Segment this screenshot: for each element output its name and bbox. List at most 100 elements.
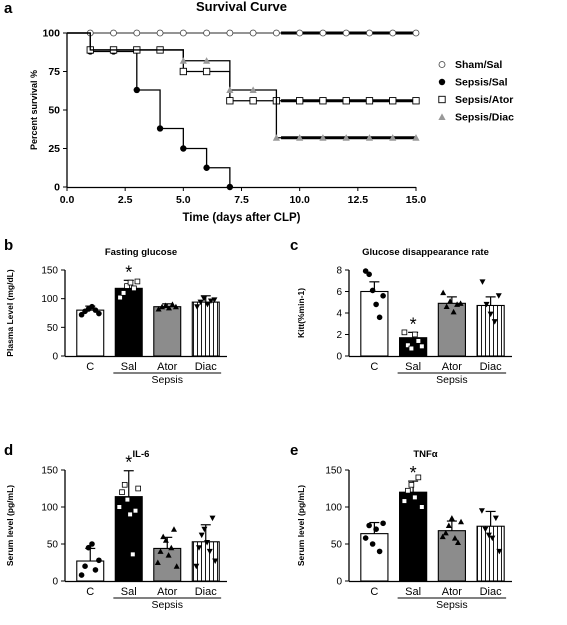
survival-point	[365, 97, 374, 105]
legend-marker	[438, 61, 446, 68]
survival-point	[203, 164, 210, 171]
survival-title: Survival Curve	[196, 0, 287, 14]
data-point	[419, 343, 425, 350]
bar-category-label: Sal	[405, 361, 421, 373]
survival-chart: a Survival Curve 0.0 2.5 5.0 7.5 10.0 12.5 15.0 0…	[4, 0, 514, 224]
data-point	[451, 535, 458, 541]
data-point	[169, 301, 176, 307]
data-point	[366, 522, 372, 529]
panel-letter-a: a	[4, 0, 13, 17]
data-point	[127, 511, 133, 518]
data-point	[96, 310, 102, 317]
survival-point	[412, 97, 420, 105]
bar-y-tick-label: 0	[52, 352, 58, 363]
data-point	[408, 481, 415, 488]
survival-series-sepsis-diac	[67, 32, 420, 141]
data-point	[160, 533, 167, 540]
survival-x-tick-label: 12.5	[348, 194, 369, 206]
data-point	[415, 474, 422, 481]
data-point	[445, 522, 452, 528]
legend-label: Sepsis/Ator	[455, 94, 513, 106]
data-point	[440, 289, 447, 296]
legend-marker	[438, 95, 446, 104]
data-point	[491, 319, 498, 325]
data-point	[201, 526, 208, 533]
legend-label: Sepsis/Diac	[455, 112, 514, 124]
bar-category-label: Sal	[121, 586, 137, 598]
survival-point	[296, 134, 304, 141]
bar	[76, 309, 105, 357]
survival-point	[296, 29, 304, 37]
bar-category-label: Sal	[405, 586, 421, 598]
data-point	[92, 567, 99, 573]
data-point	[132, 507, 139, 514]
bar-chart-e: e TNFα 0 50 100 150 Serum level (pg/mL) C * Sal At…	[290, 442, 512, 611]
bar-chart-title: Fasting glucose	[105, 247, 177, 258]
data-point	[495, 293, 502, 299]
data-point	[447, 298, 454, 304]
bar-y-tick-label: 6	[336, 287, 342, 298]
group-label: Sepsis	[436, 374, 468, 386]
data-point	[401, 329, 408, 336]
survival-x-tick-label: 7.5	[234, 194, 249, 206]
data-point	[207, 298, 214, 304]
survival-x-tick-label: 5.0	[176, 194, 191, 206]
survival-series-sepsis-ator	[67, 32, 420, 105]
survival-point	[133, 86, 140, 94]
bar-chart-title: Glucose disappearance rate	[362, 247, 489, 258]
legend-label: Sepsis/Sal	[455, 77, 508, 89]
data-point	[172, 303, 179, 310]
bar-category-label: Diac	[195, 586, 218, 598]
survival-point	[366, 29, 373, 37]
bar-category-label: C	[86, 586, 94, 598]
bar-category-label: Ator	[442, 586, 463, 598]
bar-y-tick-label: 150	[325, 466, 342, 477]
survival-point	[226, 97, 234, 105]
panel-letter-b: b	[4, 237, 13, 254]
data-point	[443, 303, 450, 310]
bar-y-label: Serum level (pg/mL)	[296, 485, 306, 566]
survival-point	[226, 183, 234, 191]
data-point	[369, 541, 376, 547]
bar-chart-title: IL-6	[133, 449, 150, 460]
bar-y-label: Kitt(%min-1)	[296, 288, 306, 338]
bar-y-tick-label: 100	[325, 503, 342, 514]
data-point	[154, 559, 161, 565]
significance-star: *	[125, 262, 132, 282]
survival-point	[203, 29, 211, 37]
survival-point	[179, 29, 187, 37]
survival-point	[319, 134, 327, 141]
data-point	[96, 557, 102, 564]
survival-point	[342, 134, 350, 141]
data-point	[78, 311, 85, 318]
survival-point	[202, 67, 211, 76]
bar-category-label: C	[86, 361, 94, 373]
survival-y-tick-label: 75	[48, 66, 60, 78]
survival-point	[110, 29, 117, 37]
survival-point	[226, 86, 234, 93]
bar-y-tick-label: 0	[336, 577, 342, 588]
bar-category-label: Sal	[121, 361, 137, 373]
bar-y-tick-label: 50	[47, 540, 59, 551]
survival-x-label: Time (days after CLP)	[182, 212, 300, 224]
bar-category-label: Ator	[157, 586, 178, 598]
survival-point	[133, 29, 141, 37]
survival-point	[156, 29, 164, 37]
data-point	[206, 548, 213, 555]
data-point	[117, 294, 123, 301]
data-point	[120, 290, 127, 296]
data-point	[405, 487, 411, 494]
data-point	[496, 548, 503, 555]
significance-star: *	[125, 453, 132, 473]
survival-step-line	[67, 32, 231, 187]
data-point	[211, 297, 218, 303]
data-point	[376, 548, 383, 555]
bar-chart-d: d IL-6 0 50 100 150 Serum level (pg/mL) C * Sal At…	[4, 442, 227, 611]
survival-x-tick-label: 10.0	[289, 194, 310, 206]
survival-point	[412, 29, 420, 37]
survival-point	[319, 29, 327, 37]
data-point	[78, 572, 85, 578]
survival-x-tick-label: 2.5	[118, 194, 133, 206]
data-point	[173, 563, 180, 569]
survival-point	[342, 29, 350, 37]
